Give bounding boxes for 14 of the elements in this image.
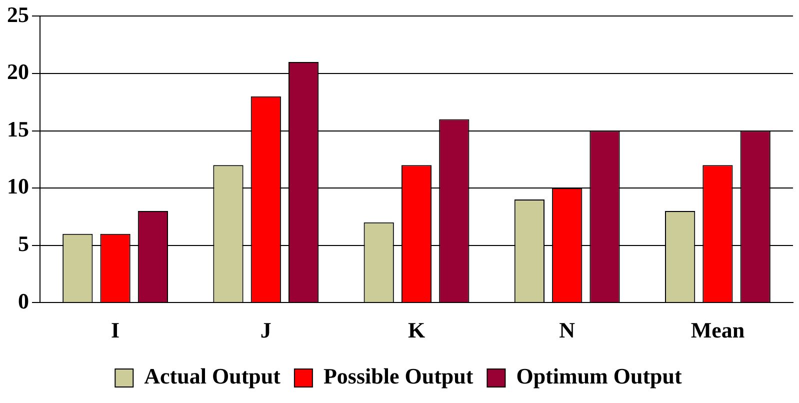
legend-label: Optimum Output: [516, 364, 683, 389]
legend-label: Actual Output: [144, 364, 282, 389]
y-tick-label: 0: [18, 288, 29, 314]
y-tick-label: 5: [18, 231, 29, 256]
x-tick-label: K: [408, 317, 426, 342]
y-tick-label: 15: [7, 116, 29, 142]
x-tick-label: I: [111, 317, 120, 342]
y-tick-label: 10: [7, 174, 29, 199]
y-tick-label: 25: [7, 2, 29, 27]
x-tick-label: J: [260, 317, 272, 342]
y-tick-label: 20: [7, 59, 29, 84]
x-tick-label: N: [559, 317, 576, 342]
x-tick-label: Mean: [690, 317, 745, 342]
legend-label: Possible Output: [323, 364, 474, 389]
